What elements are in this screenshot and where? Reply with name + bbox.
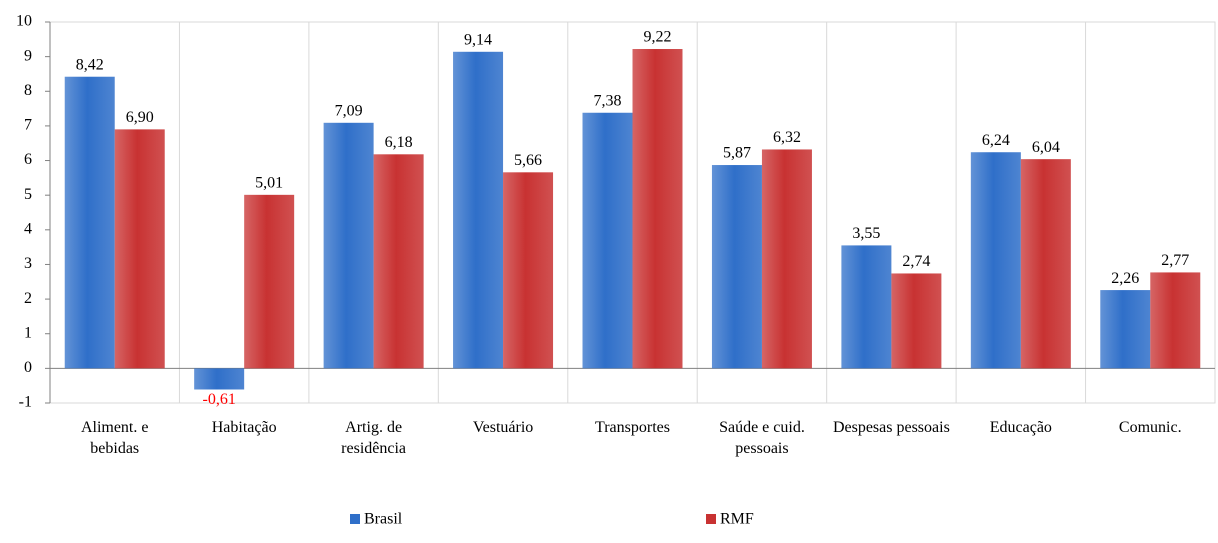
data-label: 7,38 bbox=[594, 92, 622, 109]
data-label: 5,01 bbox=[255, 175, 283, 192]
data-label: -0,61 bbox=[203, 391, 236, 408]
data-label: 2,26 bbox=[1111, 270, 1139, 287]
y-tick-label: 0 bbox=[24, 359, 32, 376]
data-label: 3,55 bbox=[852, 225, 880, 242]
y-tick-label: 4 bbox=[24, 220, 32, 237]
x-tick-label: Transportes bbox=[595, 419, 670, 436]
y-tick-label: -1 bbox=[19, 394, 32, 411]
bar bbox=[711, 165, 762, 369]
x-tick-label: Habitação bbox=[211, 419, 277, 436]
bar bbox=[323, 122, 374, 369]
y-tick-label: 10 bbox=[16, 13, 32, 30]
y-tick-label: 9 bbox=[24, 47, 32, 64]
legend-label: Brasil bbox=[364, 511, 403, 528]
bar bbox=[632, 49, 683, 369]
y-tick-label: 6 bbox=[24, 151, 32, 168]
y-tick-label: 8 bbox=[24, 82, 32, 99]
bar bbox=[1100, 290, 1151, 369]
bar bbox=[761, 149, 812, 369]
bar bbox=[453, 51, 504, 369]
data-label: 6,32 bbox=[773, 129, 801, 146]
x-tick-label: Despesas pessoais bbox=[832, 419, 950, 436]
x-tick-label: Saúde e cuid. pessoais bbox=[719, 419, 805, 457]
data-label: 6,18 bbox=[385, 134, 413, 151]
x-tick-label: Artig. de residência bbox=[341, 419, 407, 457]
bar bbox=[64, 76, 115, 369]
x-tick-label: Vestuário bbox=[472, 419, 534, 436]
legend-swatch bbox=[350, 514, 360, 524]
y-tick-label: 3 bbox=[24, 255, 32, 272]
data-label: 2,74 bbox=[902, 253, 930, 270]
data-label: 5,66 bbox=[514, 152, 542, 169]
data-label: 8,42 bbox=[76, 56, 104, 73]
legend-swatch bbox=[706, 514, 716, 524]
data-label: 5,87 bbox=[723, 145, 751, 162]
data-label: 9,22 bbox=[644, 29, 672, 46]
y-tick-label: 1 bbox=[24, 324, 32, 341]
bar bbox=[1150, 272, 1201, 369]
bar bbox=[891, 273, 942, 369]
data-label: 2,77 bbox=[1161, 252, 1189, 269]
data-label: 6,90 bbox=[126, 109, 154, 126]
bar bbox=[373, 154, 424, 369]
bar bbox=[970, 152, 1021, 369]
bar bbox=[503, 172, 554, 369]
legend-label: RMF bbox=[720, 511, 754, 528]
y-tick-label: 7 bbox=[24, 117, 32, 134]
data-label: 7,09 bbox=[335, 102, 363, 119]
y-tick-label: 2 bbox=[24, 290, 32, 307]
x-tick-label: Educação bbox=[989, 419, 1052, 436]
bar bbox=[114, 129, 165, 369]
data-label: 9,14 bbox=[464, 31, 492, 48]
data-label: 6,24 bbox=[982, 132, 1010, 149]
y-tick-label: 5 bbox=[24, 186, 32, 203]
bar bbox=[582, 112, 633, 369]
bar bbox=[841, 245, 892, 369]
x-tick-label: Aliment. e bebidas bbox=[80, 419, 149, 457]
bar bbox=[1020, 159, 1071, 369]
x-tick-label: Comunic. bbox=[1118, 419, 1182, 436]
bar bbox=[194, 368, 245, 390]
data-label: 6,04 bbox=[1032, 139, 1060, 156]
bar bbox=[244, 194, 295, 369]
